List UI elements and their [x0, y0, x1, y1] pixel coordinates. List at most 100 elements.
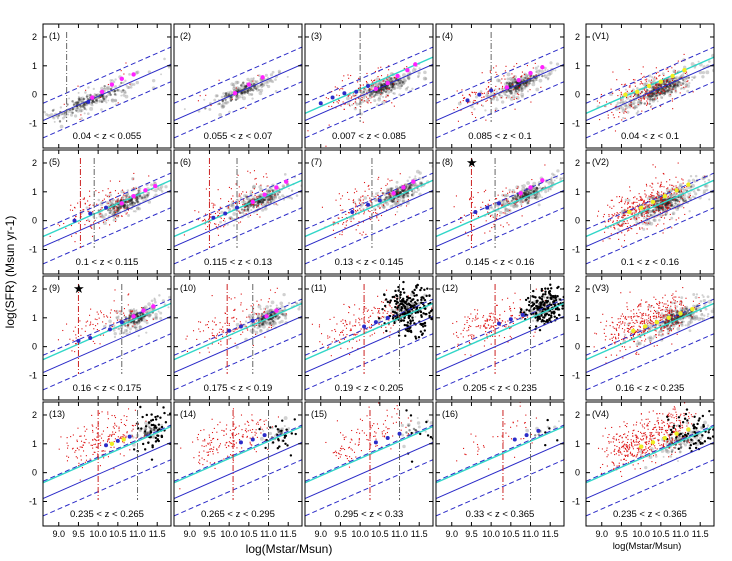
cloud-point — [508, 188, 512, 192]
cloud-point — [672, 212, 675, 215]
red-point — [504, 212, 506, 214]
red-point — [641, 98, 643, 100]
red-point — [332, 224, 335, 226]
cloud-core-point — [247, 89, 250, 92]
cloud-point — [259, 329, 262, 332]
red-point — [353, 218, 355, 220]
red-point — [498, 88, 501, 90]
cloud-point — [153, 181, 156, 184]
red-point — [393, 105, 395, 107]
red-point — [123, 199, 125, 201]
cloud-point — [690, 62, 695, 67]
red-point — [140, 307, 143, 309]
cloud-core-point — [689, 185, 693, 188]
red-point — [115, 200, 117, 202]
red-point — [474, 206, 476, 208]
red-point — [397, 206, 399, 208]
red-point — [633, 197, 635, 199]
cloud-point — [271, 70, 275, 74]
red-point — [92, 323, 94, 326]
main-sequence-scatter-line — [43, 46, 171, 104]
red-point — [667, 70, 669, 72]
red-point — [368, 184, 370, 187]
red-point — [611, 111, 613, 114]
cloud-point — [635, 106, 638, 109]
cloud-point — [530, 196, 534, 200]
panel-frame — [585, 149, 715, 275]
cloud-point — [633, 105, 637, 109]
red-point — [613, 215, 615, 217]
cloud-point — [549, 61, 553, 65]
cloud-point — [547, 72, 551, 77]
cloud-point — [232, 85, 236, 88]
cloud-point — [153, 297, 156, 300]
cloud-point — [228, 90, 233, 95]
red-point — [354, 188, 356, 190]
red-point — [339, 233, 341, 235]
red-point — [388, 88, 390, 91]
red-point — [375, 196, 377, 198]
red-point — [662, 193, 664, 195]
red-point — [151, 189, 153, 191]
red-point — [673, 185, 675, 187]
cloud-point — [622, 116, 625, 120]
red-point — [217, 228, 219, 230]
binned-median-point — [477, 92, 482, 97]
red-point — [683, 86, 685, 88]
cloud-point — [708, 60, 711, 63]
cloud-point — [150, 299, 154, 303]
red-point — [496, 215, 498, 217]
red-point — [235, 183, 237, 185]
star-marker: ★ — [73, 281, 85, 296]
cloud-point — [491, 97, 496, 101]
red-point — [608, 220, 610, 222]
cloud-point — [265, 189, 269, 193]
cloud-point — [413, 190, 417, 193]
cloud-point — [547, 188, 550, 191]
cloud-point — [382, 205, 386, 209]
red-point — [359, 199, 361, 201]
cloud-point — [552, 173, 556, 177]
cloud-point — [633, 107, 636, 110]
cloud-core-point — [663, 82, 666, 86]
red-point — [632, 202, 634, 204]
red-point — [477, 215, 479, 218]
red-point — [251, 203, 253, 205]
red-point — [72, 339, 74, 341]
red-point — [651, 194, 653, 196]
red-point — [625, 222, 627, 225]
cloud-point — [152, 189, 155, 192]
cloud-point — [691, 76, 694, 79]
red-point — [107, 188, 109, 190]
red-point — [613, 205, 615, 207]
red-point — [357, 224, 359, 227]
red-point — [488, 199, 491, 201]
red-point — [74, 351, 76, 353]
cloud-point — [513, 96, 516, 99]
cloud-point — [67, 113, 70, 116]
red-point — [518, 86, 520, 88]
red-point — [665, 84, 667, 86]
cloud-point — [412, 67, 415, 70]
red-point — [238, 210, 240, 212]
y-tick-label: 2 — [575, 32, 580, 42]
red-point — [84, 224, 86, 226]
red-point — [645, 210, 647, 212]
red-point — [459, 101, 462, 103]
red-point — [106, 315, 108, 317]
cloud-point — [258, 91, 263, 96]
cloud-core-point — [381, 92, 384, 95]
red-point — [253, 170, 256, 172]
cloud-point — [686, 89, 690, 93]
main-sequence-line — [43, 315, 171, 374]
red-point — [85, 89, 87, 91]
red-point — [607, 117, 609, 119]
cloud-point — [617, 228, 620, 231]
cloud-core-point — [684, 200, 687, 203]
cloud-core-point — [71, 100, 74, 103]
cloud-core-point — [390, 187, 393, 190]
cloud-point — [423, 70, 427, 75]
red-point — [512, 83, 514, 85]
cloud-point — [635, 112, 639, 115]
red-point — [265, 173, 267, 175]
